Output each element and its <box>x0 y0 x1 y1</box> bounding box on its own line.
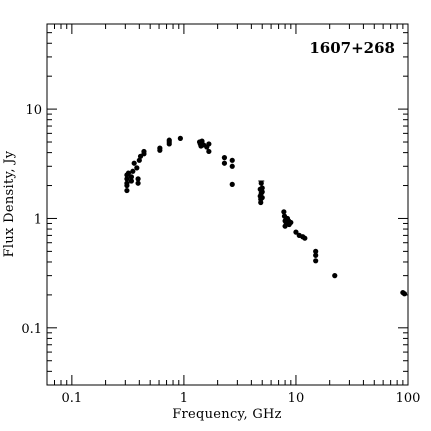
data-point <box>124 180 130 186</box>
data-points <box>124 135 408 297</box>
data-point <box>302 235 308 241</box>
data-point <box>221 160 228 166</box>
data-point <box>136 157 142 163</box>
data-point <box>128 178 135 184</box>
data-point <box>259 195 265 201</box>
data-point <box>177 135 183 141</box>
data-point <box>135 180 141 186</box>
data-point <box>199 138 205 144</box>
data-point <box>401 291 408 297</box>
data-point <box>135 176 141 182</box>
data-point <box>125 170 132 176</box>
data-point <box>128 174 135 180</box>
data-point <box>229 157 235 163</box>
data-point <box>206 148 212 155</box>
x-tick-label: 10 <box>288 391 305 406</box>
data-point <box>131 160 137 166</box>
data-point <box>258 180 264 186</box>
data-point <box>229 181 235 187</box>
axis-ticks <box>46 23 409 386</box>
y-tick-label: 1 <box>34 212 42 227</box>
data-point <box>281 209 287 215</box>
tick-labels: 0.1 1 10 100 0.1 1 10 <box>21 103 420 406</box>
y-tick-label: 10 <box>25 103 42 118</box>
data-point <box>229 163 235 169</box>
x-tick-label: 100 <box>396 391 421 406</box>
data-point <box>134 165 140 171</box>
data-point <box>288 219 294 226</box>
data-point <box>124 187 130 194</box>
data-point <box>141 148 147 155</box>
data-point <box>206 141 212 147</box>
data-point <box>313 248 319 254</box>
data-point <box>293 229 299 235</box>
data-point <box>124 176 130 182</box>
data-point <box>130 168 136 174</box>
data-point <box>166 137 172 143</box>
y-axis-label: Flux Density, Jy <box>2 150 17 257</box>
data-point <box>258 199 264 206</box>
data-point <box>313 258 319 264</box>
plot-frame <box>46 23 409 386</box>
data-point <box>157 145 163 151</box>
x-tick-label: 0.1 <box>62 391 83 406</box>
data-point <box>221 155 228 161</box>
data-point <box>332 273 338 279</box>
source-annotation: 1607+268 <box>309 39 395 57</box>
data-point <box>313 252 319 258</box>
data-point <box>259 185 265 191</box>
x-tick-label: 1 <box>180 391 188 406</box>
y-tick-label: 0.1 <box>21 322 42 337</box>
data-point <box>259 189 265 195</box>
x-axis-label: Frequency, GHz <box>172 407 282 422</box>
